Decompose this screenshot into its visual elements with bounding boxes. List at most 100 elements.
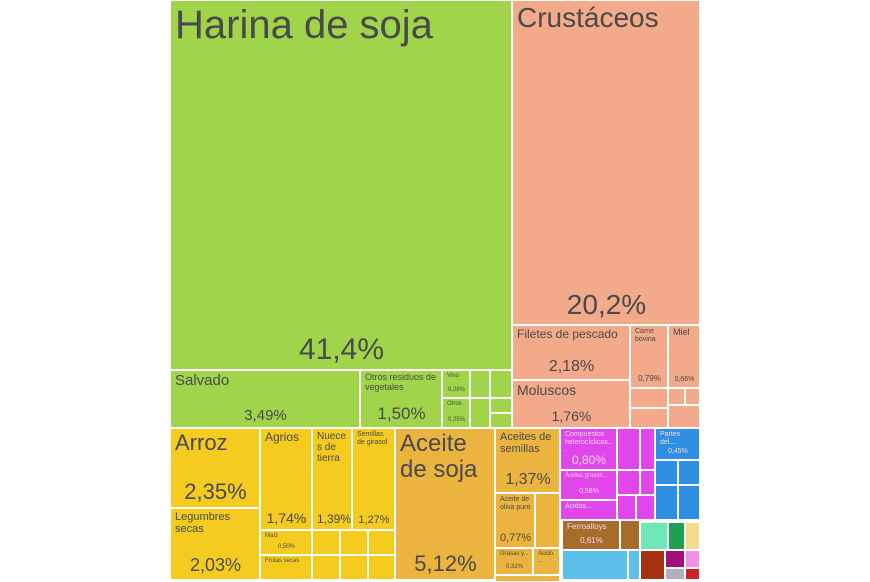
cell-label: Otros residuos de vegetales	[365, 372, 437, 392]
treemap-cell: Ferroalloys 0,61%	[562, 520, 620, 550]
treemap-cell: Vino 0,28%	[442, 370, 470, 398]
cell-value: 2,03%	[189, 555, 242, 576]
treemap-cell-small	[340, 530, 368, 555]
cell-value: 5,12%	[414, 550, 477, 576]
treemap-cell-small	[640, 428, 655, 470]
cell-value: 0,77%	[500, 531, 532, 544]
cell-value: 20,2%	[566, 289, 647, 321]
cell-label: Frutas secas	[265, 558, 300, 564]
cell-value: 0,61%	[580, 536, 603, 546]
treemap-cell: Legumbres secas 2,03%	[170, 508, 260, 580]
cell-label: Otros	[447, 401, 462, 407]
treemap-cell-small	[368, 530, 395, 555]
treemap-cell: Carne bovina 0,79%	[630, 325, 668, 388]
cell-value: 41,4%	[298, 333, 385, 366]
treemap-cell-small	[685, 522, 700, 550]
cell-label: Semillas de girasol	[357, 431, 388, 446]
treemap-cell: Crustáceos 20,2%	[512, 0, 700, 325]
treemap-cell-small	[668, 388, 685, 405]
cell-label: Ferroalloys	[567, 522, 607, 531]
treemap-cell-small	[655, 460, 678, 485]
cell-value: 1,50%	[377, 404, 426, 424]
treemap-cell: Ácido...	[533, 548, 560, 575]
treemap-cell: Salvado 3,49%	[170, 370, 360, 428]
treemap-cell-small	[636, 495, 655, 520]
cell-label: Partes del...	[660, 431, 681, 446]
treemap-cell-small	[640, 550, 665, 580]
cell-value: 0,32%	[505, 564, 523, 571]
treemap-cell-small	[535, 493, 560, 548]
treemap-cell-small	[678, 460, 700, 485]
treemap-cell-small	[655, 485, 678, 520]
cell-value: 1,74%	[266, 509, 307, 526]
cell-label: Vino	[447, 373, 459, 379]
treemap-cell: Aceites de semillas 1,37%	[495, 428, 560, 493]
cell-label: Ácidos grasos...	[565, 473, 608, 479]
cell-value: 1,39%	[317, 511, 352, 526]
treemap-cell-small	[640, 522, 668, 550]
cell-label: Aceites de semillas	[500, 431, 552, 456]
cell-value: 1,76%	[551, 407, 592, 424]
treemap-cell-small	[685, 550, 700, 568]
cell-label: Nueces de tierra	[317, 431, 346, 464]
treemap-cell: Arroz 2,35%	[170, 428, 260, 508]
treemap-cell: Partes del... 0,45%	[655, 428, 700, 460]
treemap-cell: Filetes de pescado 2,18%	[512, 325, 630, 380]
treemap-cell-small	[630, 388, 668, 408]
treemap-cell-small	[668, 522, 685, 550]
treemap-cell-small	[665, 550, 685, 568]
cell-label: Ácido...	[538, 551, 555, 564]
treemap-cell: Ácidos...	[560, 500, 617, 520]
cell-label: Moluscos	[517, 382, 577, 398]
treemap-cell-small	[470, 398, 490, 428]
treemap-cell: Otros residuos de vegetales 1,50%	[360, 370, 442, 428]
cell-label: Aceite de soja	[400, 430, 478, 484]
treemap-cell-small	[628, 550, 640, 580]
treemap-cell-small	[678, 485, 700, 520]
treemap-cell-small	[617, 495, 636, 520]
treemap-cell-small	[312, 555, 340, 580]
treemap-cell: Ácidos grasos... 0,58%	[560, 470, 617, 500]
treemap-cell-small	[685, 568, 700, 580]
cell-label: Ácidos...	[565, 503, 592, 510]
cell-label: Agrios	[265, 430, 300, 444]
treemap-cell: Aceite de oliva puro 0,77%	[495, 493, 535, 548]
cell-value: 0,45%	[668, 448, 688, 456]
treemap-cell-small	[685, 388, 700, 405]
cell-value: 0,25%	[447, 417, 465, 424]
cell-label: Maíz	[265, 533, 279, 539]
cell-value: 0,66%	[674, 376, 695, 384]
cell-value: 2,35%	[184, 478, 247, 504]
cell-label: Arroz	[175, 430, 228, 455]
treemap-cell-small	[470, 370, 490, 398]
cell-value: 0,28%	[447, 387, 465, 394]
treemap-cell: Semillas de girasol 1,27%	[352, 428, 395, 530]
cell-label: Crustáceos	[517, 2, 659, 33]
treemap-cell-small	[490, 370, 512, 398]
cell-value: 0,58%	[579, 488, 599, 496]
treemap-cell-small	[620, 520, 640, 550]
cell-label: Filetes de pescado	[517, 327, 618, 341]
cell-value: 1,27%	[358, 513, 390, 526]
treemap-cell: Compuestos heterocíclicos... 0,80%	[560, 428, 617, 470]
treemap-cell: Maíz 0,50%	[260, 530, 312, 555]
treemap-cell-small	[665, 568, 685, 580]
treemap-cell: Miel 0,66%	[668, 325, 700, 388]
treemap-cell-small	[490, 398, 512, 413]
cell-value: 0,79%	[638, 374, 661, 384]
cell-label: Grasas y...	[500, 551, 529, 557]
cell-label: Harina de soja	[175, 3, 433, 47]
treemap-cell-small	[495, 575, 560, 582]
treemap-cell: Otros 0,25%	[442, 398, 470, 428]
cell-label: Legumbres secas	[175, 511, 231, 536]
treemap-cell-small	[562, 550, 628, 580]
treemap-cell-small	[630, 408, 668, 428]
cell-label: Carne bovina	[635, 328, 656, 343]
treemap-cell-small	[368, 555, 395, 580]
cell-label: Compuestos heterocíclicos...	[565, 431, 612, 454]
cell-value: 1,37%	[505, 471, 551, 489]
treemap-cell-small	[340, 555, 368, 580]
cell-value: 0,80%	[571, 453, 607, 468]
treemap-cell: Harina de soja 41,4%	[170, 0, 512, 370]
